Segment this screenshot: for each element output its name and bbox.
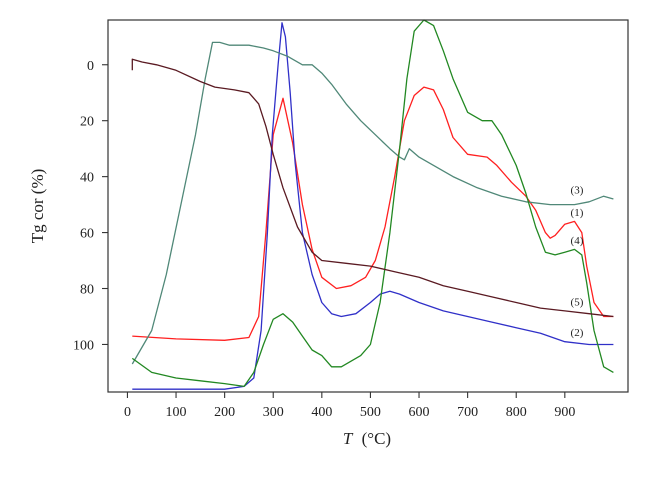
y-tick-label: 0 — [87, 59, 94, 74]
plot-frame — [107, 19, 629, 393]
x-axis-title: T (°C) — [343, 429, 391, 448]
x-tick-label: 900 — [554, 405, 575, 420]
y-tick-label: 60 — [80, 227, 94, 242]
curve-label-3: (4) — [571, 235, 584, 247]
x-tick-label: 800 — [506, 405, 527, 420]
x-tick-label: 300 — [263, 405, 284, 420]
curve-label-2: (1) — [571, 207, 584, 219]
x-tick-label: 200 — [214, 405, 235, 420]
x-axis-title-unit: (°C) — [362, 429, 391, 448]
curve-label-1: (3) — [571, 184, 584, 196]
y-tick-label: 80 — [80, 283, 94, 298]
x-tick-label: 100 — [166, 405, 187, 420]
curve-label-5: (2) — [571, 327, 584, 339]
x-tick-label: 0 — [124, 405, 131, 420]
x-tick-label: 600 — [409, 405, 430, 420]
y-tick-label: 40 — [80, 171, 94, 186]
x-axis-title-var: T — [343, 429, 354, 448]
curve-label-4: (5) — [571, 296, 584, 308]
y-tick-label: 20 — [80, 115, 94, 130]
curve-labels-group: (3) (1) (4) (5) (2) — [571, 184, 584, 339]
series-line-2 — [132, 22, 614, 390]
x-tick-label: 400 — [311, 405, 332, 420]
series-line-3 — [131, 41, 614, 365]
curves-group — [131, 19, 614, 390]
y-axis-title: Tg cor (%) — [28, 169, 47, 244]
series-line-5 — [131, 58, 614, 318]
y-axis: 0 20 40 60 80 100 — [73, 59, 108, 353]
y-tick-label: 100 — [73, 338, 94, 353]
x-axis: 0 100 200 300 400 500 600 700 800 900 — [124, 392, 575, 420]
series-line-1 — [132, 86, 614, 341]
x-tick-label: 700 — [457, 405, 478, 420]
x-tick-label: 500 — [360, 405, 381, 420]
series-line-4 — [131, 19, 614, 388]
